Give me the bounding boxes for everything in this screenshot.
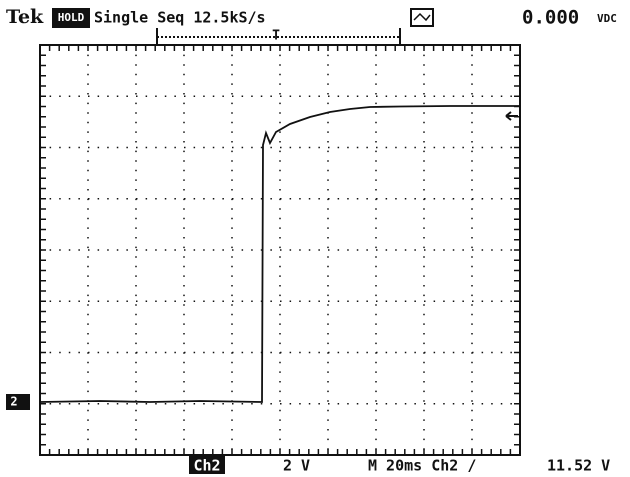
footer-channel: Ch2 bbox=[193, 457, 220, 475]
record-bracket bbox=[156, 28, 401, 46]
channel-badge bbox=[189, 456, 225, 474]
hold-badge bbox=[52, 8, 90, 28]
brand: Tek bbox=[6, 6, 44, 28]
trigger-marker: T bbox=[272, 29, 280, 44]
footer-timebase: M 20ms Ch2 / bbox=[368, 457, 476, 475]
trigger-level-marker bbox=[505, 111, 518, 121]
readout-unit: VDC bbox=[597, 12, 617, 25]
coupling-icon bbox=[410, 8, 434, 27]
channel-marker: 2 bbox=[10, 395, 17, 409]
waveform bbox=[39, 105, 520, 403]
mode: HOLD bbox=[58, 11, 85, 24]
acquisition: Single Seq 12.5kS/s bbox=[94, 9, 266, 27]
readout-value: 0.000 bbox=[522, 7, 579, 29]
channel-marker-box bbox=[6, 394, 30, 410]
footer-trigger-level: 11.52 V bbox=[547, 457, 610, 475]
footer-scale: 2 V bbox=[283, 457, 310, 475]
frame bbox=[39, 44, 521, 456]
